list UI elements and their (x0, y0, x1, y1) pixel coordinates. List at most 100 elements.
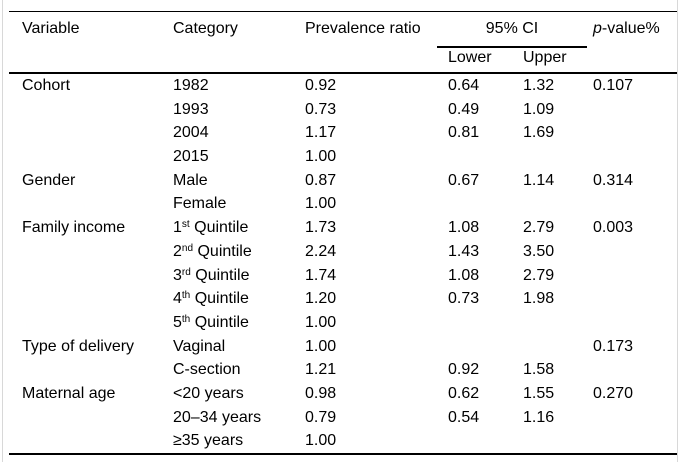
ci-upper-cell (523, 335, 593, 359)
p-value-cell: 0.314 (593, 171, 634, 189)
table-row: C-section 1.21 0.92 1.58 (22, 358, 677, 382)
category-cell: 4th Quintile (173, 290, 249, 308)
ci-lower-cell (448, 311, 523, 335)
ci-lower-cell: 0.67 (448, 171, 480, 189)
column-header-ci-upper: Upper (523, 48, 567, 66)
table-row: 20–34 years 0.79 0.54 1.16 (22, 406, 677, 430)
ci-upper-cell: 3.50 (523, 242, 555, 260)
table-body: Cohort 1982 0.92 0.64 1.32 0.107 1993 0.… (9, 74, 677, 455)
table-header-row-sub: Lower Upper (22, 46, 677, 73)
variable-cell (22, 145, 173, 169)
ci-upper-cell (523, 145, 593, 169)
prevalence-ratio-cell: 0.73 (305, 100, 337, 118)
category-cell: Female (173, 195, 227, 213)
category-cell: ≥35 years (173, 432, 244, 450)
p-value-cell: 0.107 (593, 77, 634, 94)
category-cell: 2015 (173, 148, 209, 166)
variable-cell (22, 358, 173, 382)
variable-cell (22, 429, 173, 453)
variable-cell: Type of delivery (22, 337, 135, 355)
prevalence-ratio-cell: 0.87 (305, 171, 337, 189)
variable-cell: Cohort (22, 77, 71, 94)
category-cell: <20 years (173, 384, 244, 402)
category-cell: 3rd Quintile (173, 266, 250, 284)
p-value-cell (593, 287, 677, 311)
table-row: Family income 1st Quintile 1.73 1.08 2.7… (22, 216, 677, 240)
category-cell: 2nd Quintile (173, 242, 252, 260)
table-row: Gender Male 0.87 0.67 1.14 0.314 (22, 169, 677, 193)
category-cell: 2004 (173, 124, 209, 142)
ordinal-superscript: st (181, 219, 190, 231)
column-header-variable: Variable (22, 20, 80, 37)
p-value-cell (593, 264, 677, 288)
ci-upper-cell: 1.69 (523, 124, 555, 142)
ci-upper-cell: 1.09 (523, 100, 555, 118)
category-cell: 1993 (173, 100, 209, 118)
category-cell: 5th Quintile (173, 313, 249, 331)
ci-upper-cell: 2.79 (523, 266, 555, 284)
ci-lower-cell: 1.08 (448, 266, 480, 284)
category-cell: 20–34 years (173, 408, 262, 426)
variable-cell (22, 98, 173, 122)
prevalence-ratio-cell: 1.00 (305, 337, 337, 355)
prevalence-ratio-cell: 1.00 (305, 432, 337, 450)
variable-cell (22, 264, 173, 288)
ci-lower-cell: 0.92 (448, 361, 480, 379)
prevalence-ratio-cell: 1.21 (305, 361, 337, 379)
ci-upper-cell: 1.32 (523, 77, 555, 94)
variable-cell: Gender (22, 171, 76, 189)
column-header-p-value: p-value% (593, 12, 677, 48)
ci-lower-cell: 0.54 (448, 408, 480, 426)
table-row: 2004 1.17 0.81 1.69 (22, 121, 677, 145)
prevalence-ratio-cell: 0.92 (305, 77, 337, 94)
table-row: Female 1.00 (22, 192, 677, 216)
column-header-prevalence-ratio: Prevalence ratio (305, 20, 421, 37)
table-row: 2015 1.00 (22, 145, 677, 169)
prevalence-ratio-table: Variable Category Prevalence ratio 95% C… (9, 11, 677, 455)
variable-cell (22, 240, 173, 264)
ci-lower-cell (448, 192, 523, 216)
ordinal-superscript: th (181, 313, 191, 325)
ordinal-superscript: th (181, 290, 191, 302)
prevalence-ratio-cell: 0.98 (305, 384, 337, 402)
table-row: 2nd Quintile 2.24 1.43 3.50 (22, 240, 677, 264)
ci-upper-cell: 1.55 (523, 384, 555, 402)
ci-lower-cell: 1.08 (448, 219, 480, 237)
column-header-category: Category (173, 20, 238, 37)
p-value-cell (593, 406, 677, 430)
p-value-cell (593, 145, 677, 169)
prevalence-ratio-cell: 0.79 (305, 408, 337, 426)
ci-lower-cell: 0.73 (448, 290, 480, 308)
category-cell: C-section (173, 361, 241, 379)
p-value-cell (593, 311, 677, 335)
ci-upper-cell: 2.79 (523, 219, 555, 237)
p-value-cell (593, 192, 677, 216)
variable-cell (22, 287, 173, 311)
table-header-row-top: Variable Category Prevalence ratio 95% C… (22, 12, 677, 48)
table-row: Type of delivery Vaginal 1.00 0.173 (22, 335, 677, 359)
prevalence-ratio-cell: 1.20 (305, 290, 337, 308)
table-row: 4th Quintile 1.20 0.73 1.98 (22, 287, 677, 311)
ci-upper-cell (523, 192, 593, 216)
p-value-cell: 0.173 (593, 337, 634, 355)
ci-lower-cell: 1.43 (448, 242, 480, 260)
category-cell: 1982 (173, 77, 209, 94)
category-cell: Male (173, 171, 208, 189)
variable-cell (22, 121, 173, 145)
ci-lower-cell (448, 429, 523, 453)
p-value-cell (593, 98, 677, 122)
variable-cell: Maternal age (22, 384, 116, 402)
ci-lower-cell: 0.64 (448, 77, 480, 94)
table-row: Maternal age <20 years 0.98 0.62 1.55 0.… (22, 382, 677, 406)
ci-lower-cell: 0.62 (448, 384, 480, 402)
prevalence-ratio-cell: 1.00 (305, 313, 337, 331)
category-cell: 1st Quintile (173, 219, 249, 237)
ci-lower-cell (448, 145, 523, 169)
variable-cell (22, 311, 173, 335)
table-row: 3rd Quintile 1.74 1.08 2.79 (22, 264, 677, 288)
ci-upper-cell (523, 429, 593, 453)
ci-upper-cell: 1.16 (523, 408, 555, 426)
variable-cell: Family income (22, 219, 126, 237)
p-value-cell (593, 358, 677, 382)
ordinal-superscript: rd (181, 266, 191, 278)
